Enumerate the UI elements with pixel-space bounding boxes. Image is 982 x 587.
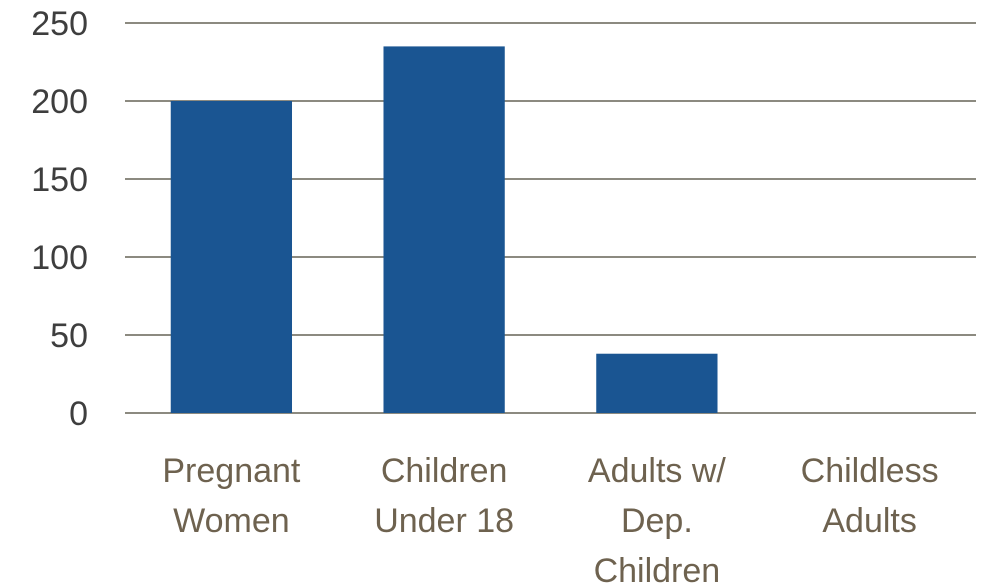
- y-tick-label: 50: [50, 317, 88, 355]
- bar: [383, 46, 505, 414]
- y-tick-label: 200: [31, 83, 88, 121]
- y-tick-label: 150: [31, 161, 88, 199]
- x-category-label-line: Pregnant: [162, 452, 301, 490]
- bars: [170, 46, 718, 414]
- x-category-label-line: Children: [594, 552, 721, 587]
- x-category-label-line: Childless: [801, 452, 939, 490]
- y-axis-tick-labels: 0 50 100 150 200 250: [31, 5, 88, 433]
- y-tick-label: 0: [69, 395, 88, 433]
- x-category-label-line: Children: [381, 452, 508, 490]
- x-category-label: Childless Adults: [801, 452, 939, 540]
- x-category-label: Children Under 18: [374, 452, 514, 540]
- bar: [170, 101, 293, 413]
- y-tick-label: 250: [31, 5, 88, 43]
- x-category-label: Pregnant Women: [162, 452, 301, 540]
- x-category-label-line: Adults: [822, 502, 917, 540]
- x-category-label-line: Dep.: [621, 502, 693, 540]
- x-axis-category-labels: Pregnant Women Children Under 18 Adults w/De…: [162, 452, 938, 587]
- x-category-label: Adults w/Dep. Children: [588, 452, 726, 587]
- x-category-label-line: Under 18: [374, 502, 514, 540]
- bar: [596, 353, 718, 413]
- x-category-label-line: Adults w/: [588, 452, 726, 490]
- y-tick-label: 100: [31, 239, 88, 277]
- x-category-label-line: Women: [173, 502, 290, 540]
